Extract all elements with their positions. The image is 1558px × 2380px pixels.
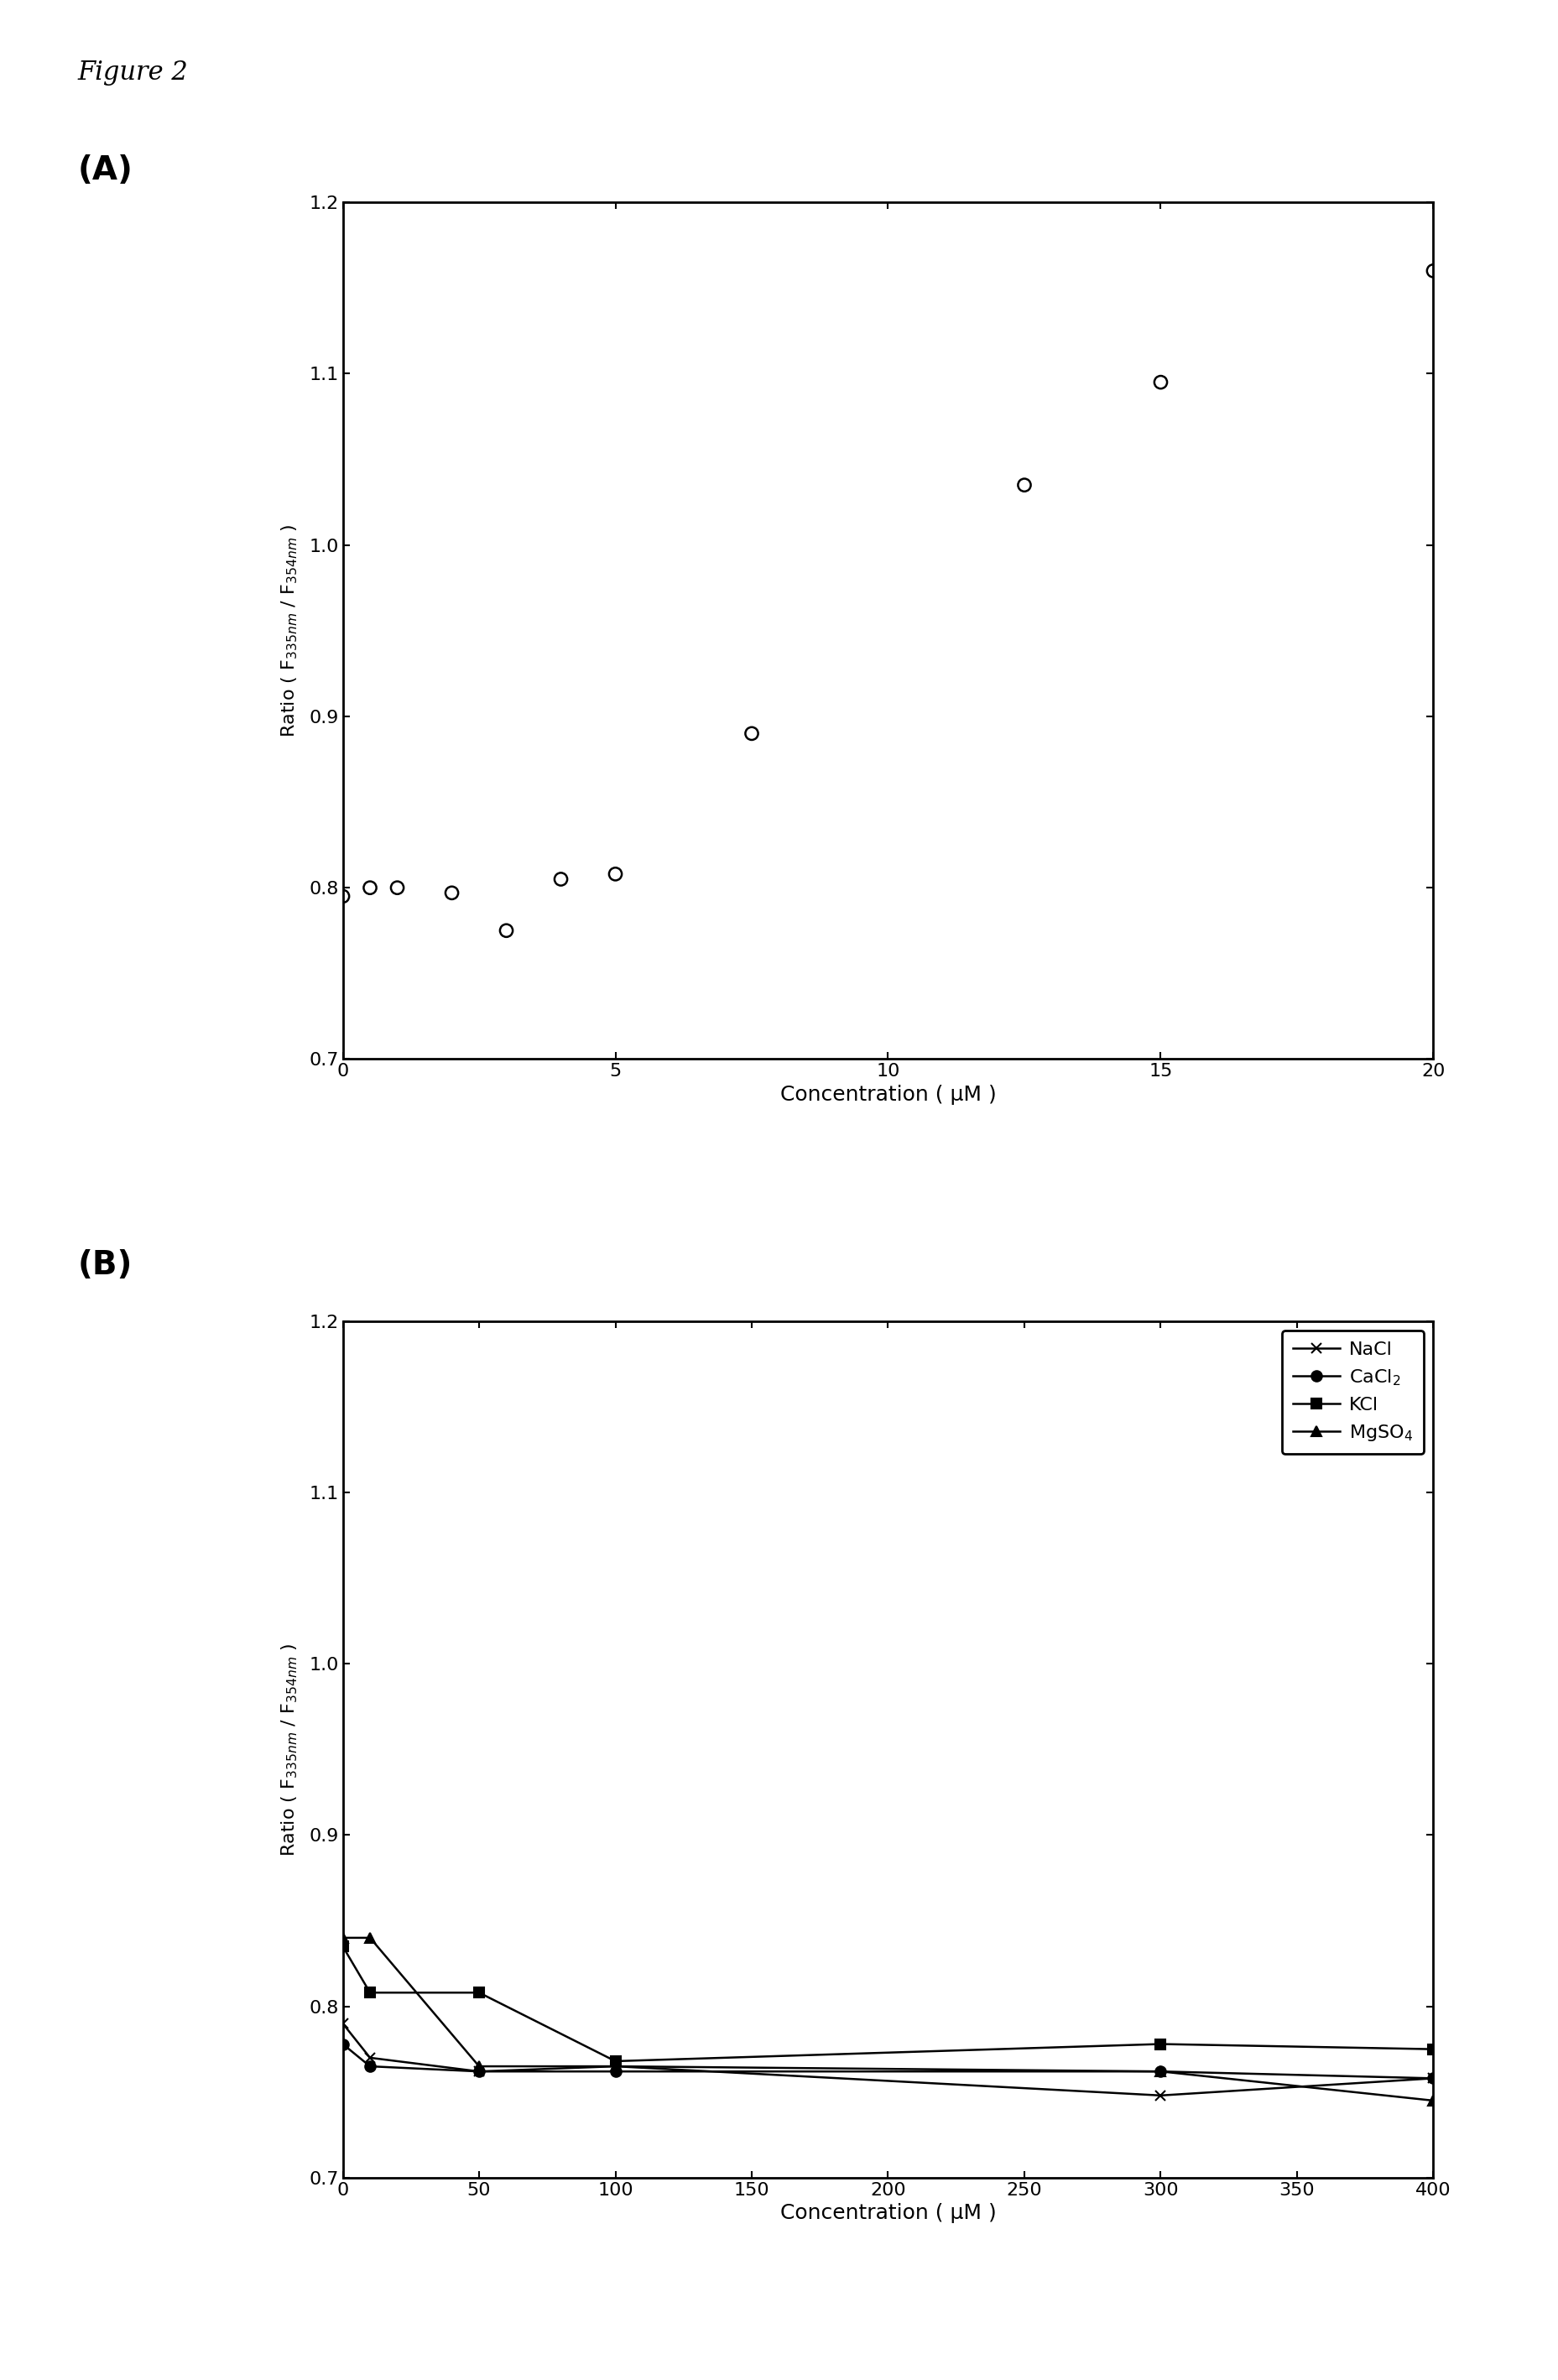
Y-axis label: Ratio ( F$_{335 nm}$ / F$_{354 nm}$ ): Ratio ( F$_{335 nm}$ / F$_{354 nm}$ ) <box>280 1642 299 1856</box>
Point <box>603 854 628 892</box>
Point <box>494 912 519 950</box>
X-axis label: Concentration ( μM ): Concentration ( μM ) <box>781 2204 996 2223</box>
Legend: NaCl, CaCl$_2$, KCl, MgSO$_4$: NaCl, CaCl$_2$, KCl, MgSO$_4$ <box>1282 1330 1424 1454</box>
Text: (B): (B) <box>78 1250 132 1280</box>
Point <box>358 869 383 907</box>
Point <box>738 714 763 752</box>
Point <box>330 878 355 916</box>
Point <box>1421 252 1446 290</box>
Y-axis label: Ratio ( F$_{335 nm}$ / F$_{354 nm}$ ): Ratio ( F$_{335 nm}$ / F$_{354 nm}$ ) <box>280 524 299 738</box>
Point <box>1148 364 1173 402</box>
Text: (A): (A) <box>78 155 132 186</box>
X-axis label: Concentration ( μM ): Concentration ( μM ) <box>781 1085 996 1104</box>
Point <box>439 873 464 912</box>
Point <box>548 859 573 897</box>
Point <box>1013 466 1038 505</box>
Text: Figure 2: Figure 2 <box>78 60 189 86</box>
Point <box>385 869 410 907</box>
